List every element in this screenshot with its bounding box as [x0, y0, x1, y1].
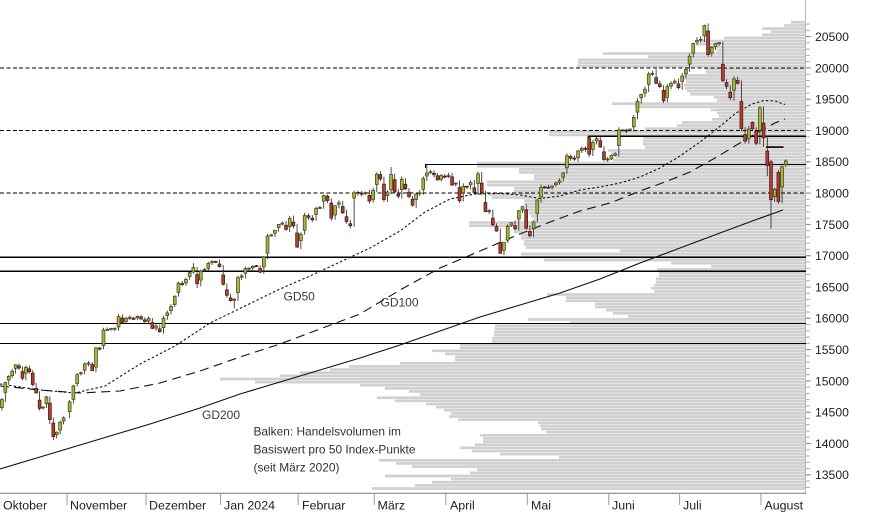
svg-text:GD100: GD100 — [381, 296, 419, 310]
svg-text:20000: 20000 — [815, 61, 849, 75]
svg-text:13500: 13500 — [815, 468, 849, 482]
svg-text:17500: 17500 — [815, 218, 849, 232]
svg-text:18500: 18500 — [815, 155, 849, 169]
svg-text:20500: 20500 — [815, 30, 849, 44]
svg-text:16500: 16500 — [815, 280, 849, 294]
svg-text:Mai: Mai — [531, 499, 551, 513]
svg-text:(seit März 2020): (seit März 2020) — [254, 461, 340, 475]
svg-text:GD50: GD50 — [284, 290, 316, 304]
svg-text:15000: 15000 — [815, 374, 849, 388]
svg-text:Basiswert pro 50 Index-Punkte: Basiswert pro 50 Index-Punkte — [254, 443, 416, 457]
svg-text:16000: 16000 — [815, 312, 849, 326]
svg-text:17000: 17000 — [815, 249, 849, 263]
svg-text:Juli: Juli — [683, 499, 702, 513]
svg-text:Oktober: Oktober — [3, 499, 47, 513]
svg-text:15500: 15500 — [815, 343, 849, 357]
svg-text:19000: 19000 — [815, 124, 849, 138]
svg-text:Balken: Handelsvolumen im: Balken: Handelsvolumen im — [254, 425, 401, 439]
svg-text:November: November — [70, 499, 127, 513]
svg-text:April: April — [450, 499, 475, 513]
svg-text:Dezember: Dezember — [149, 499, 206, 513]
svg-text:Juni: Juni — [612, 499, 635, 513]
svg-text:19500: 19500 — [815, 93, 849, 107]
svg-text:August: August — [765, 499, 804, 513]
svg-text:Jan 2024: Jan 2024 — [224, 499, 275, 513]
svg-text:Februar: Februar — [302, 499, 345, 513]
svg-text:März: März — [378, 499, 406, 513]
svg-text:GD200: GD200 — [202, 408, 240, 422]
svg-text:14000: 14000 — [815, 437, 849, 451]
svg-text:18000: 18000 — [815, 187, 849, 201]
svg-text:14500: 14500 — [815, 406, 849, 420]
